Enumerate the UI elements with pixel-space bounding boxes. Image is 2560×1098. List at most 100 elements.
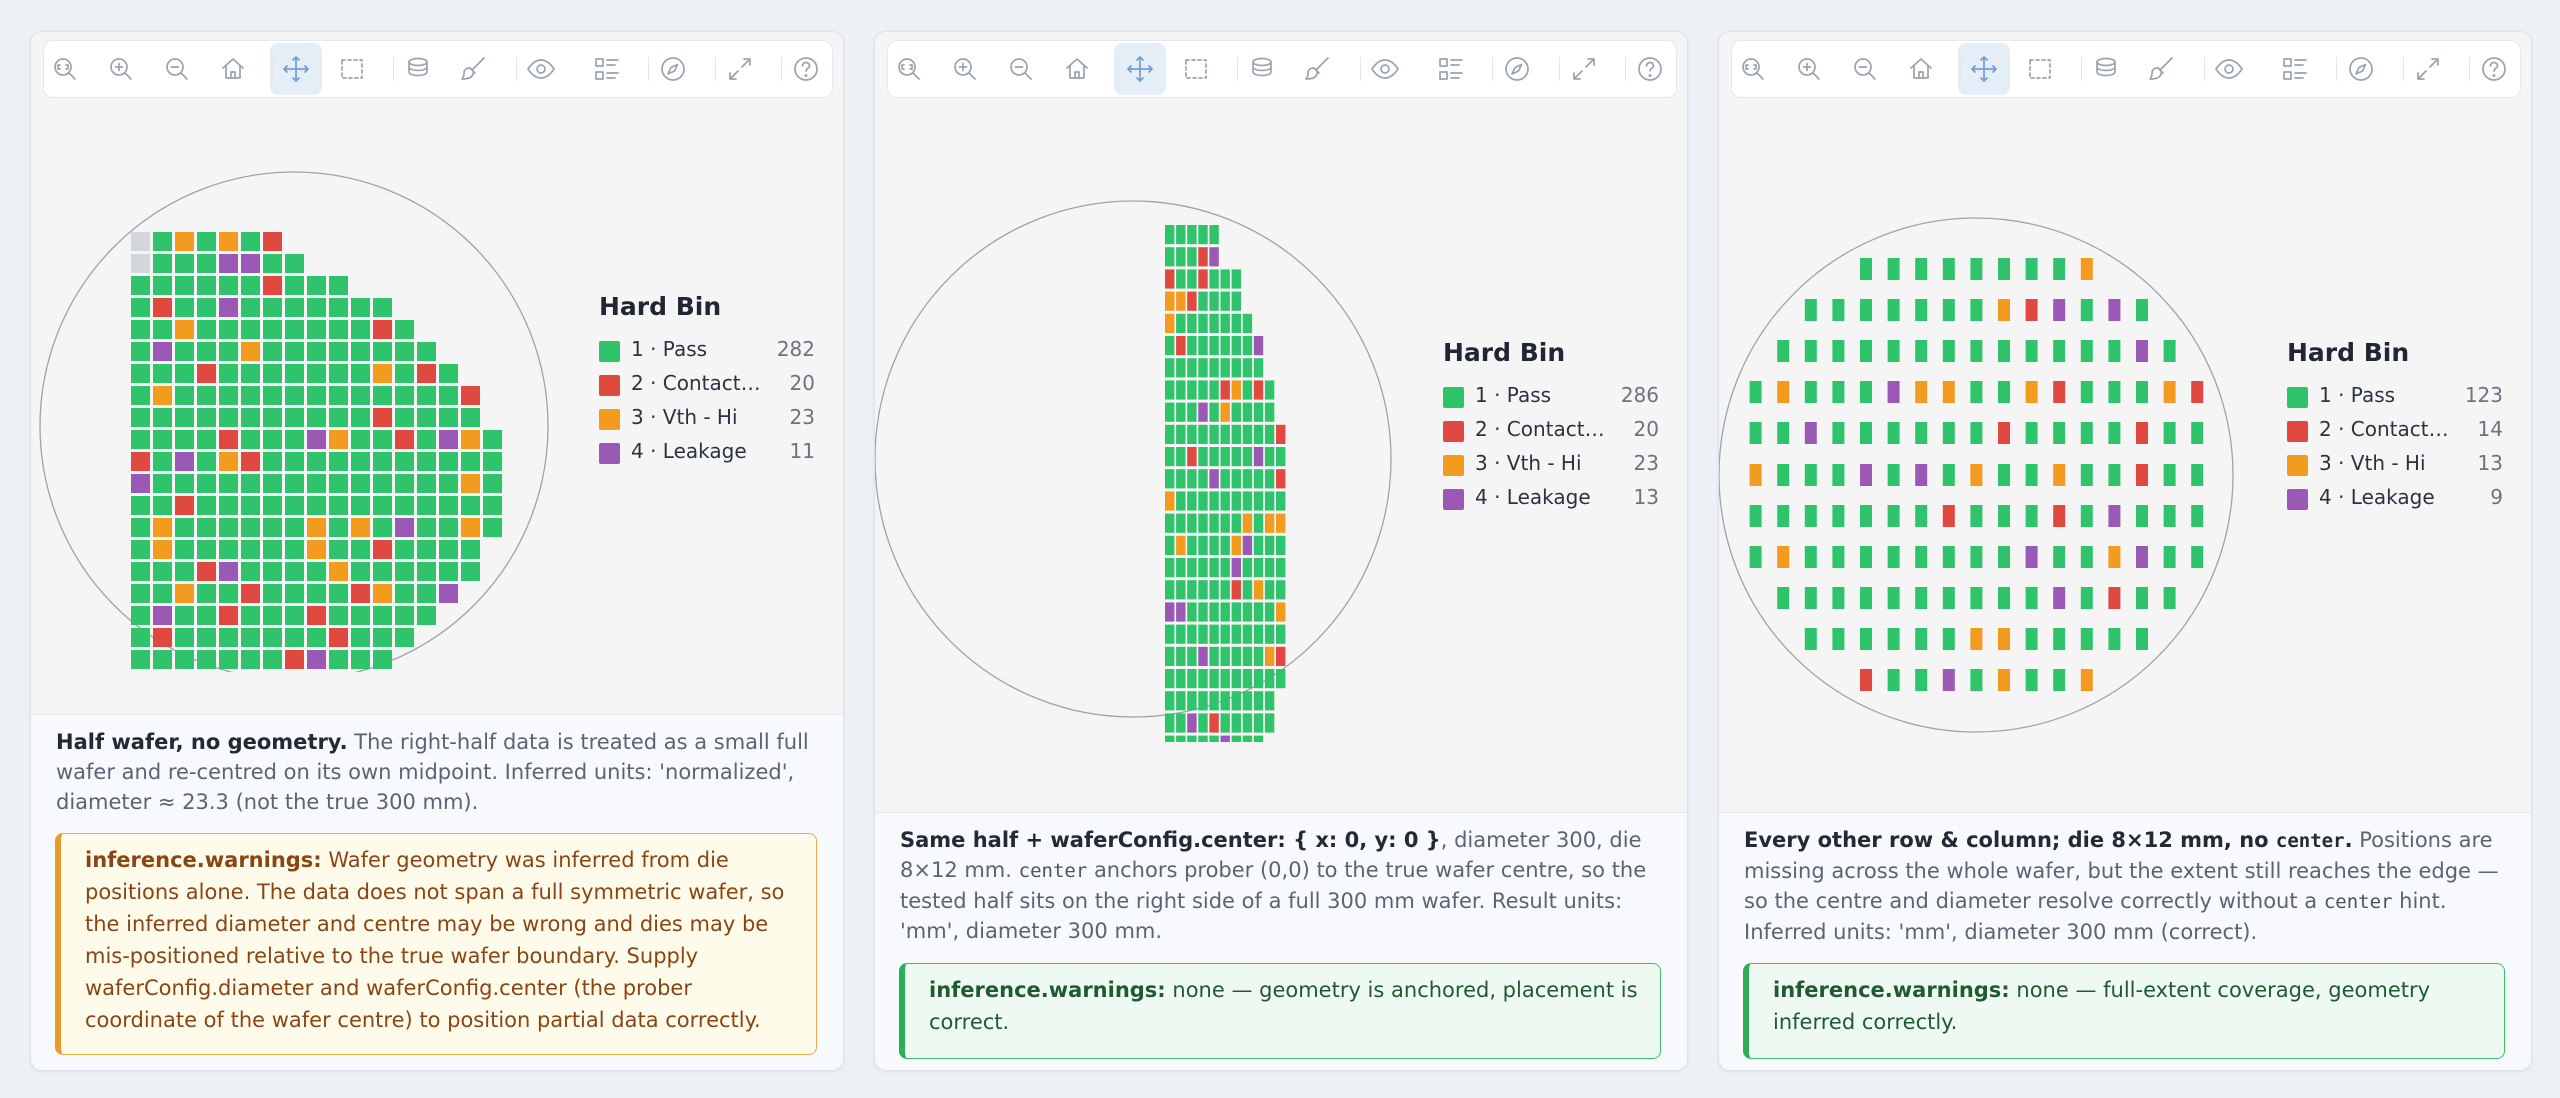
die[interactable] bbox=[1998, 340, 2010, 362]
die[interactable] bbox=[395, 518, 414, 537]
home-button[interactable] bbox=[1895, 43, 1947, 95]
die[interactable] bbox=[417, 540, 436, 559]
home-button[interactable] bbox=[1051, 43, 1103, 95]
die[interactable] bbox=[2080, 422, 2093, 444]
die[interactable] bbox=[241, 364, 260, 383]
die[interactable] bbox=[1242, 491, 1253, 511]
die[interactable] bbox=[263, 562, 282, 581]
die[interactable] bbox=[153, 276, 172, 295]
zoom-out-button[interactable] bbox=[151, 43, 203, 95]
die[interactable] bbox=[1860, 381, 1872, 403]
die[interactable] bbox=[285, 650, 304, 669]
die[interactable] bbox=[1176, 624, 1186, 644]
die[interactable] bbox=[1165, 424, 1175, 444]
die[interactable] bbox=[219, 606, 238, 625]
die[interactable] bbox=[1253, 669, 1264, 689]
die[interactable] bbox=[1777, 422, 1790, 444]
die[interactable] bbox=[285, 364, 304, 383]
die[interactable] bbox=[2080, 258, 2093, 280]
brush-button[interactable] bbox=[2136, 43, 2188, 95]
die[interactable] bbox=[1970, 422, 1983, 444]
die[interactable] bbox=[1209, 624, 1219, 644]
die[interactable] bbox=[153, 320, 172, 339]
die[interactable] bbox=[197, 364, 216, 383]
die[interactable] bbox=[2191, 381, 2204, 403]
die[interactable] bbox=[153, 540, 172, 559]
eye-button[interactable] bbox=[1359, 43, 1411, 95]
die[interactable] bbox=[2163, 381, 2176, 403]
die[interactable] bbox=[263, 320, 282, 339]
die[interactable] bbox=[2053, 299, 2066, 321]
die[interactable] bbox=[263, 628, 282, 647]
die[interactable] bbox=[461, 408, 480, 427]
die[interactable] bbox=[1942, 258, 1955, 280]
die[interactable] bbox=[1231, 624, 1241, 644]
die[interactable] bbox=[1915, 340, 1928, 362]
die[interactable] bbox=[1253, 424, 1264, 444]
legend-item[interactable]: 1 · Pass 282 bbox=[599, 334, 815, 368]
die[interactable] bbox=[1231, 535, 1241, 555]
die[interactable] bbox=[1253, 513, 1264, 533]
die[interactable] bbox=[219, 232, 238, 251]
die[interactable] bbox=[1209, 291, 1219, 311]
die[interactable] bbox=[175, 232, 194, 251]
die[interactable] bbox=[131, 606, 150, 625]
die[interactable] bbox=[461, 562, 480, 581]
home-button[interactable] bbox=[207, 43, 259, 95]
die[interactable] bbox=[131, 496, 150, 515]
die[interactable] bbox=[197, 386, 216, 405]
die[interactable] bbox=[2053, 587, 2066, 609]
die[interactable] bbox=[2136, 505, 2148, 527]
die[interactable] bbox=[307, 474, 326, 493]
die[interactable] bbox=[1209, 735, 1219, 742]
die[interactable] bbox=[2163, 505, 2176, 527]
die[interactable] bbox=[285, 606, 304, 625]
die[interactable] bbox=[329, 298, 348, 317]
die[interactable] bbox=[1264, 469, 1275, 489]
die[interactable] bbox=[131, 320, 150, 339]
die[interactable] bbox=[329, 386, 348, 405]
die[interactable] bbox=[417, 562, 436, 581]
die[interactable] bbox=[131, 254, 150, 273]
die[interactable] bbox=[285, 408, 304, 427]
die[interactable] bbox=[2136, 464, 2148, 486]
die[interactable] bbox=[1165, 380, 1175, 400]
die[interactable] bbox=[1231, 313, 1241, 333]
die[interactable] bbox=[1242, 424, 1253, 444]
die[interactable] bbox=[1970, 587, 1983, 609]
die[interactable] bbox=[373, 452, 392, 471]
die[interactable] bbox=[307, 650, 326, 669]
die[interactable] bbox=[1242, 513, 1253, 533]
die[interactable] bbox=[1231, 558, 1241, 578]
wafer-map[interactable] bbox=[1719, 102, 2531, 742]
die[interactable] bbox=[2163, 546, 2176, 568]
die[interactable] bbox=[1209, 580, 1219, 600]
die[interactable] bbox=[1187, 513, 1197, 533]
die[interactable] bbox=[1942, 628, 1955, 650]
die[interactable] bbox=[1198, 713, 1208, 733]
die[interactable] bbox=[1231, 735, 1241, 742]
die[interactable] bbox=[1209, 247, 1219, 267]
die[interactable] bbox=[1198, 558, 1208, 578]
die[interactable] bbox=[197, 254, 216, 273]
die[interactable] bbox=[153, 298, 172, 317]
legend-item[interactable]: 4 · Leakage 11 bbox=[599, 436, 815, 470]
die[interactable] bbox=[373, 474, 392, 493]
die[interactable] bbox=[1220, 602, 1230, 622]
die[interactable] bbox=[351, 562, 370, 581]
die[interactable] bbox=[2108, 340, 2121, 362]
die[interactable] bbox=[439, 496, 458, 515]
die[interactable] bbox=[307, 540, 326, 559]
die[interactable] bbox=[1253, 602, 1264, 622]
die[interactable] bbox=[1198, 313, 1208, 333]
die[interactable] bbox=[263, 232, 282, 251]
layers-button[interactable] bbox=[2080, 43, 2132, 95]
die[interactable] bbox=[307, 276, 326, 295]
die[interactable] bbox=[1942, 299, 1955, 321]
die[interactable] bbox=[1264, 602, 1275, 622]
die[interactable] bbox=[175, 474, 194, 493]
die[interactable] bbox=[1165, 602, 1175, 622]
die[interactable] bbox=[1777, 546, 1790, 568]
fullscreen-button[interactable] bbox=[2402, 43, 2454, 95]
die[interactable] bbox=[329, 606, 348, 625]
